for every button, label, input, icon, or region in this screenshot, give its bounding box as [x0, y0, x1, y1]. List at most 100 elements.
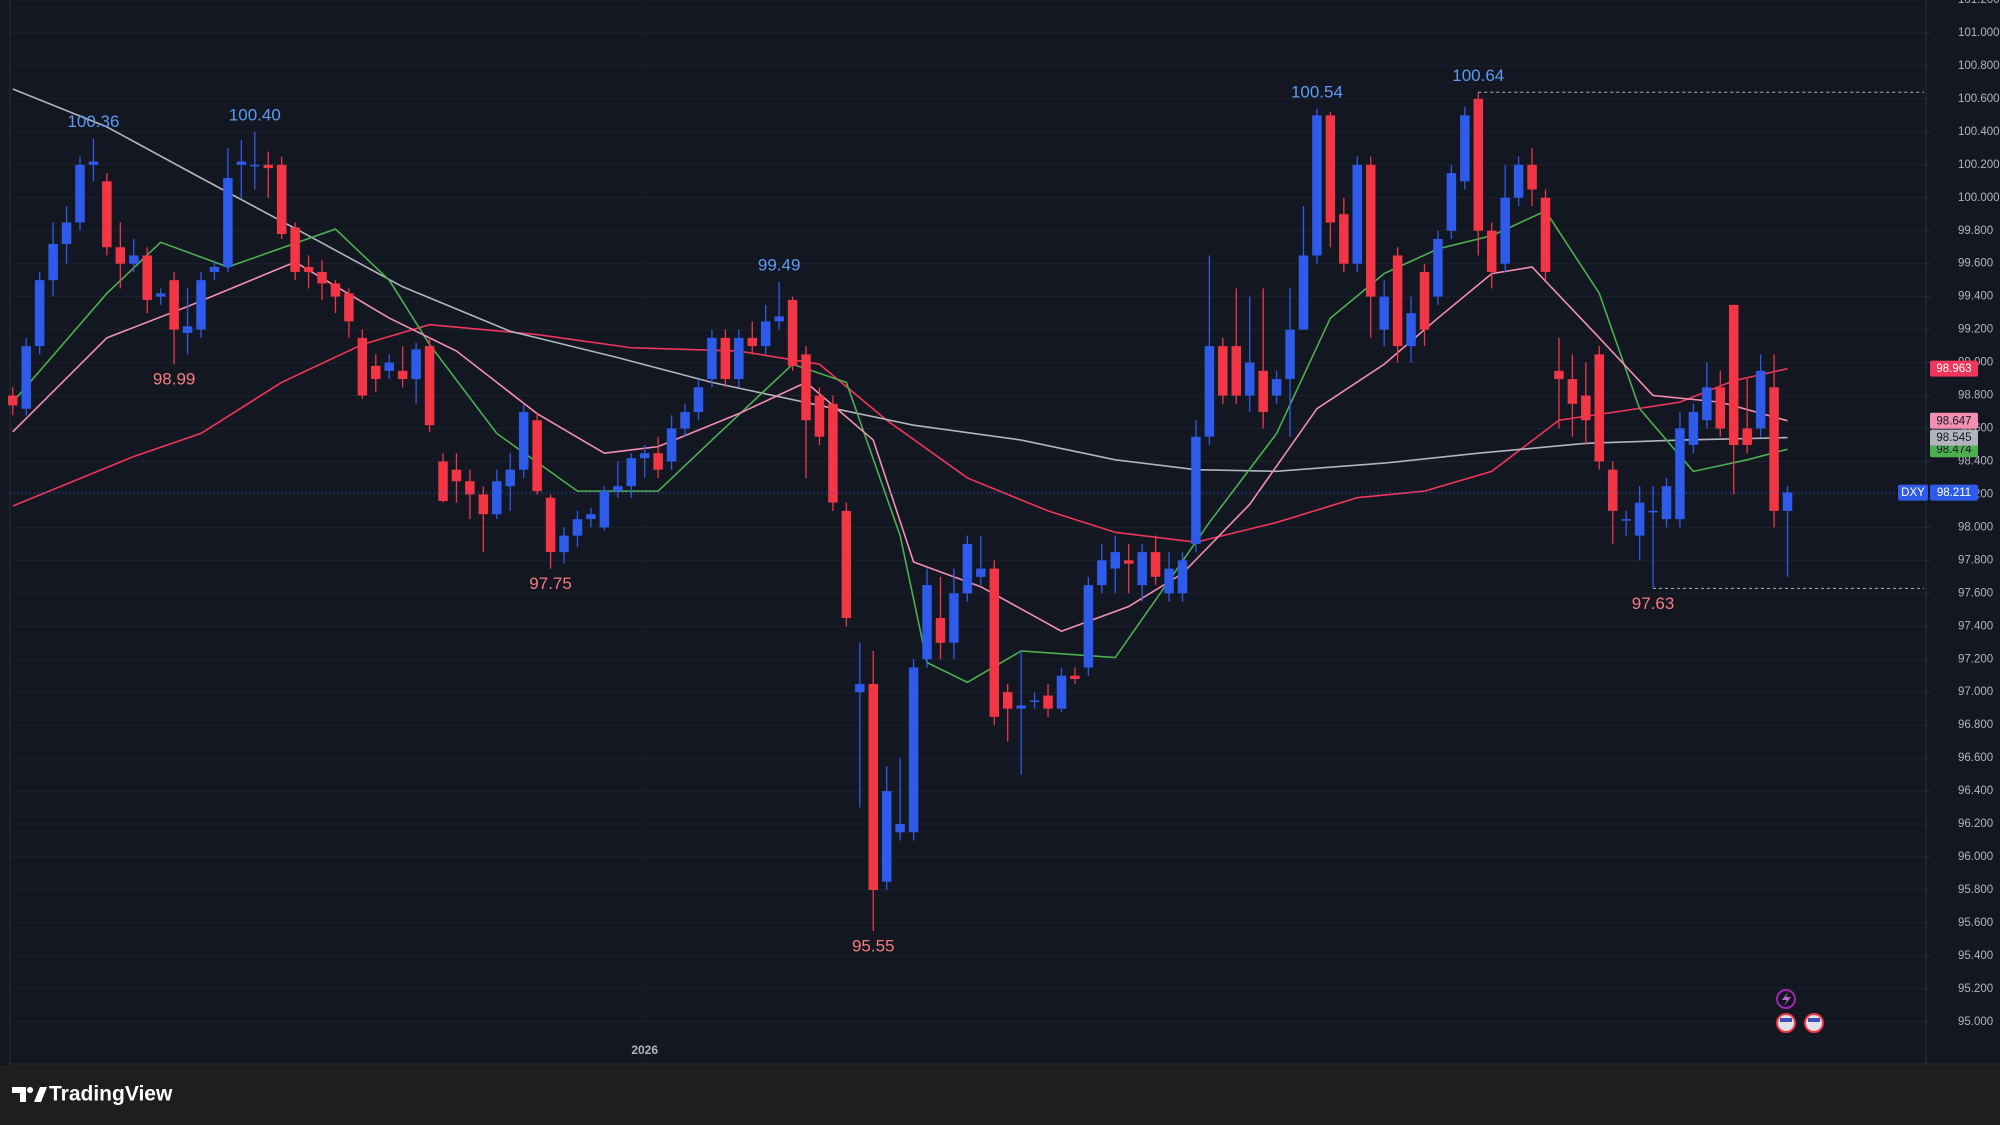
candle-body — [1527, 164, 1537, 190]
candle-body — [236, 161, 247, 165]
candle-body — [1473, 98, 1484, 231]
candle-body — [559, 535, 569, 553]
candle-body — [1056, 675, 1067, 709]
candle-body — [384, 362, 394, 371]
price-tag — [1930, 484, 1978, 501]
y-tick-label: 99.400 — [1958, 291, 1993, 303]
candle-body — [61, 222, 72, 244]
extreme-label: 97.63 — [1632, 594, 1675, 613]
extreme-label: 100.40 — [229, 105, 281, 124]
candle-body — [828, 403, 838, 503]
candle-body — [1110, 552, 1121, 569]
candle-body — [855, 683, 865, 693]
candle-body — [1083, 585, 1094, 668]
extreme-label: 97.75 — [529, 574, 572, 593]
candle-body — [1567, 379, 1578, 404]
candle-body — [1137, 552, 1147, 586]
candle-body — [129, 255, 139, 264]
footer-bar — [0, 1065, 2000, 1125]
y-tick-label: 101.200 — [1958, 0, 2000, 6]
y-tick-label: 100.400 — [1958, 126, 2000, 138]
candle-body — [492, 481, 502, 515]
y-tick-label: 97.800 — [1958, 554, 1993, 566]
candle-body — [169, 280, 179, 330]
y-tick-label: 100.600 — [1958, 93, 2000, 105]
extreme-label: 100.54 — [1291, 82, 1343, 101]
y-tick-label: 95.200 — [1958, 983, 1993, 995]
candle-body — [196, 280, 206, 330]
candle-body — [34, 280, 45, 347]
candle-body — [572, 519, 583, 536]
candle-body — [1755, 370, 1766, 429]
candle-body — [75, 164, 85, 223]
candle-body — [734, 337, 744, 380]
candle-body — [1581, 395, 1591, 421]
candle-body — [317, 271, 327, 284]
price-tag-label: 98.963 — [1936, 363, 1971, 375]
y-tick-label: 97.000 — [1958, 686, 1993, 698]
candle-body — [1406, 313, 1416, 347]
symbol-tag — [1898, 484, 1928, 501]
y-tick-label: 100.800 — [1958, 60, 2000, 72]
candle-body — [1016, 705, 1026, 709]
candle-body — [774, 316, 784, 322]
event-icons[interactable] — [1776, 989, 1824, 1033]
extreme-label: 98.99 — [153, 370, 196, 389]
candle-body — [451, 469, 462, 482]
candle-body — [209, 266, 220, 272]
candle-body — [357, 337, 368, 396]
annotations: 100.36 100.40 98.99 97.75 99.49 95.55 100.54 10… — [10, 66, 1926, 956]
candle-body — [1675, 428, 1685, 520]
price-tag — [1930, 429, 1978, 446]
flag-icon-part — [1780, 1018, 1792, 1022]
candle-body — [1769, 387, 1779, 511]
moving-average-line — [12, 88, 1788, 473]
brand-logo[interactable]: TradingView — [12, 1083, 173, 1106]
grid — [10, 0, 1926, 1064]
candle-body — [1177, 560, 1188, 594]
candle-body — [1097, 560, 1107, 586]
candle-body — [1486, 230, 1497, 272]
candle-body — [1365, 164, 1376, 297]
y-tick-label: 99.200 — [1958, 324, 1993, 336]
candle-body — [707, 337, 717, 380]
candle-body — [801, 354, 811, 421]
flag-icon[interactable] — [1776, 1013, 1796, 1033]
candle-body — [1258, 370, 1268, 413]
candle-body — [1352, 164, 1363, 264]
extreme-label: 100.36 — [67, 112, 119, 131]
candle-body — [303, 266, 314, 272]
candle-body — [290, 227, 300, 272]
y-tick-label: 95.400 — [1958, 950, 1993, 962]
y-tick-label: 97.200 — [1958, 653, 1993, 665]
flag-icon[interactable] — [1804, 1013, 1824, 1033]
candle-body — [115, 247, 126, 264]
event-icon[interactable] — [1776, 989, 1796, 1009]
candle-body — [895, 824, 905, 833]
candle-body — [518, 412, 529, 470]
candle-body — [787, 299, 798, 366]
candle-body — [88, 161, 99, 165]
candle-body — [1742, 428, 1752, 445]
y-tick-label: 95.600 — [1958, 917, 1993, 929]
flag-icon-part — [1808, 1018, 1820, 1022]
candle-body — [1634, 502, 1645, 536]
candle-body — [276, 164, 287, 235]
candle-body — [478, 494, 489, 515]
y-tick-label: 97.400 — [1958, 620, 1993, 632]
candle-body — [330, 283, 341, 297]
price-axis: 95.000 95.200 95.400 95.600 95.800 96.000 96.2… — [631, 0, 2000, 1057]
extreme-label: 100.64 — [1452, 66, 1504, 85]
candle-body — [545, 497, 556, 553]
candle-body — [1325, 115, 1336, 223]
candle-body — [263, 164, 273, 169]
candle-body — [411, 349, 421, 380]
y-tick-label: 98.400 — [1958, 455, 1993, 467]
candle-body — [1728, 304, 1739, 445]
candle-body — [720, 337, 731, 380]
candle-body — [182, 326, 193, 333]
candle-body — [1150, 552, 1161, 577]
candle-body — [1782, 492, 1793, 511]
